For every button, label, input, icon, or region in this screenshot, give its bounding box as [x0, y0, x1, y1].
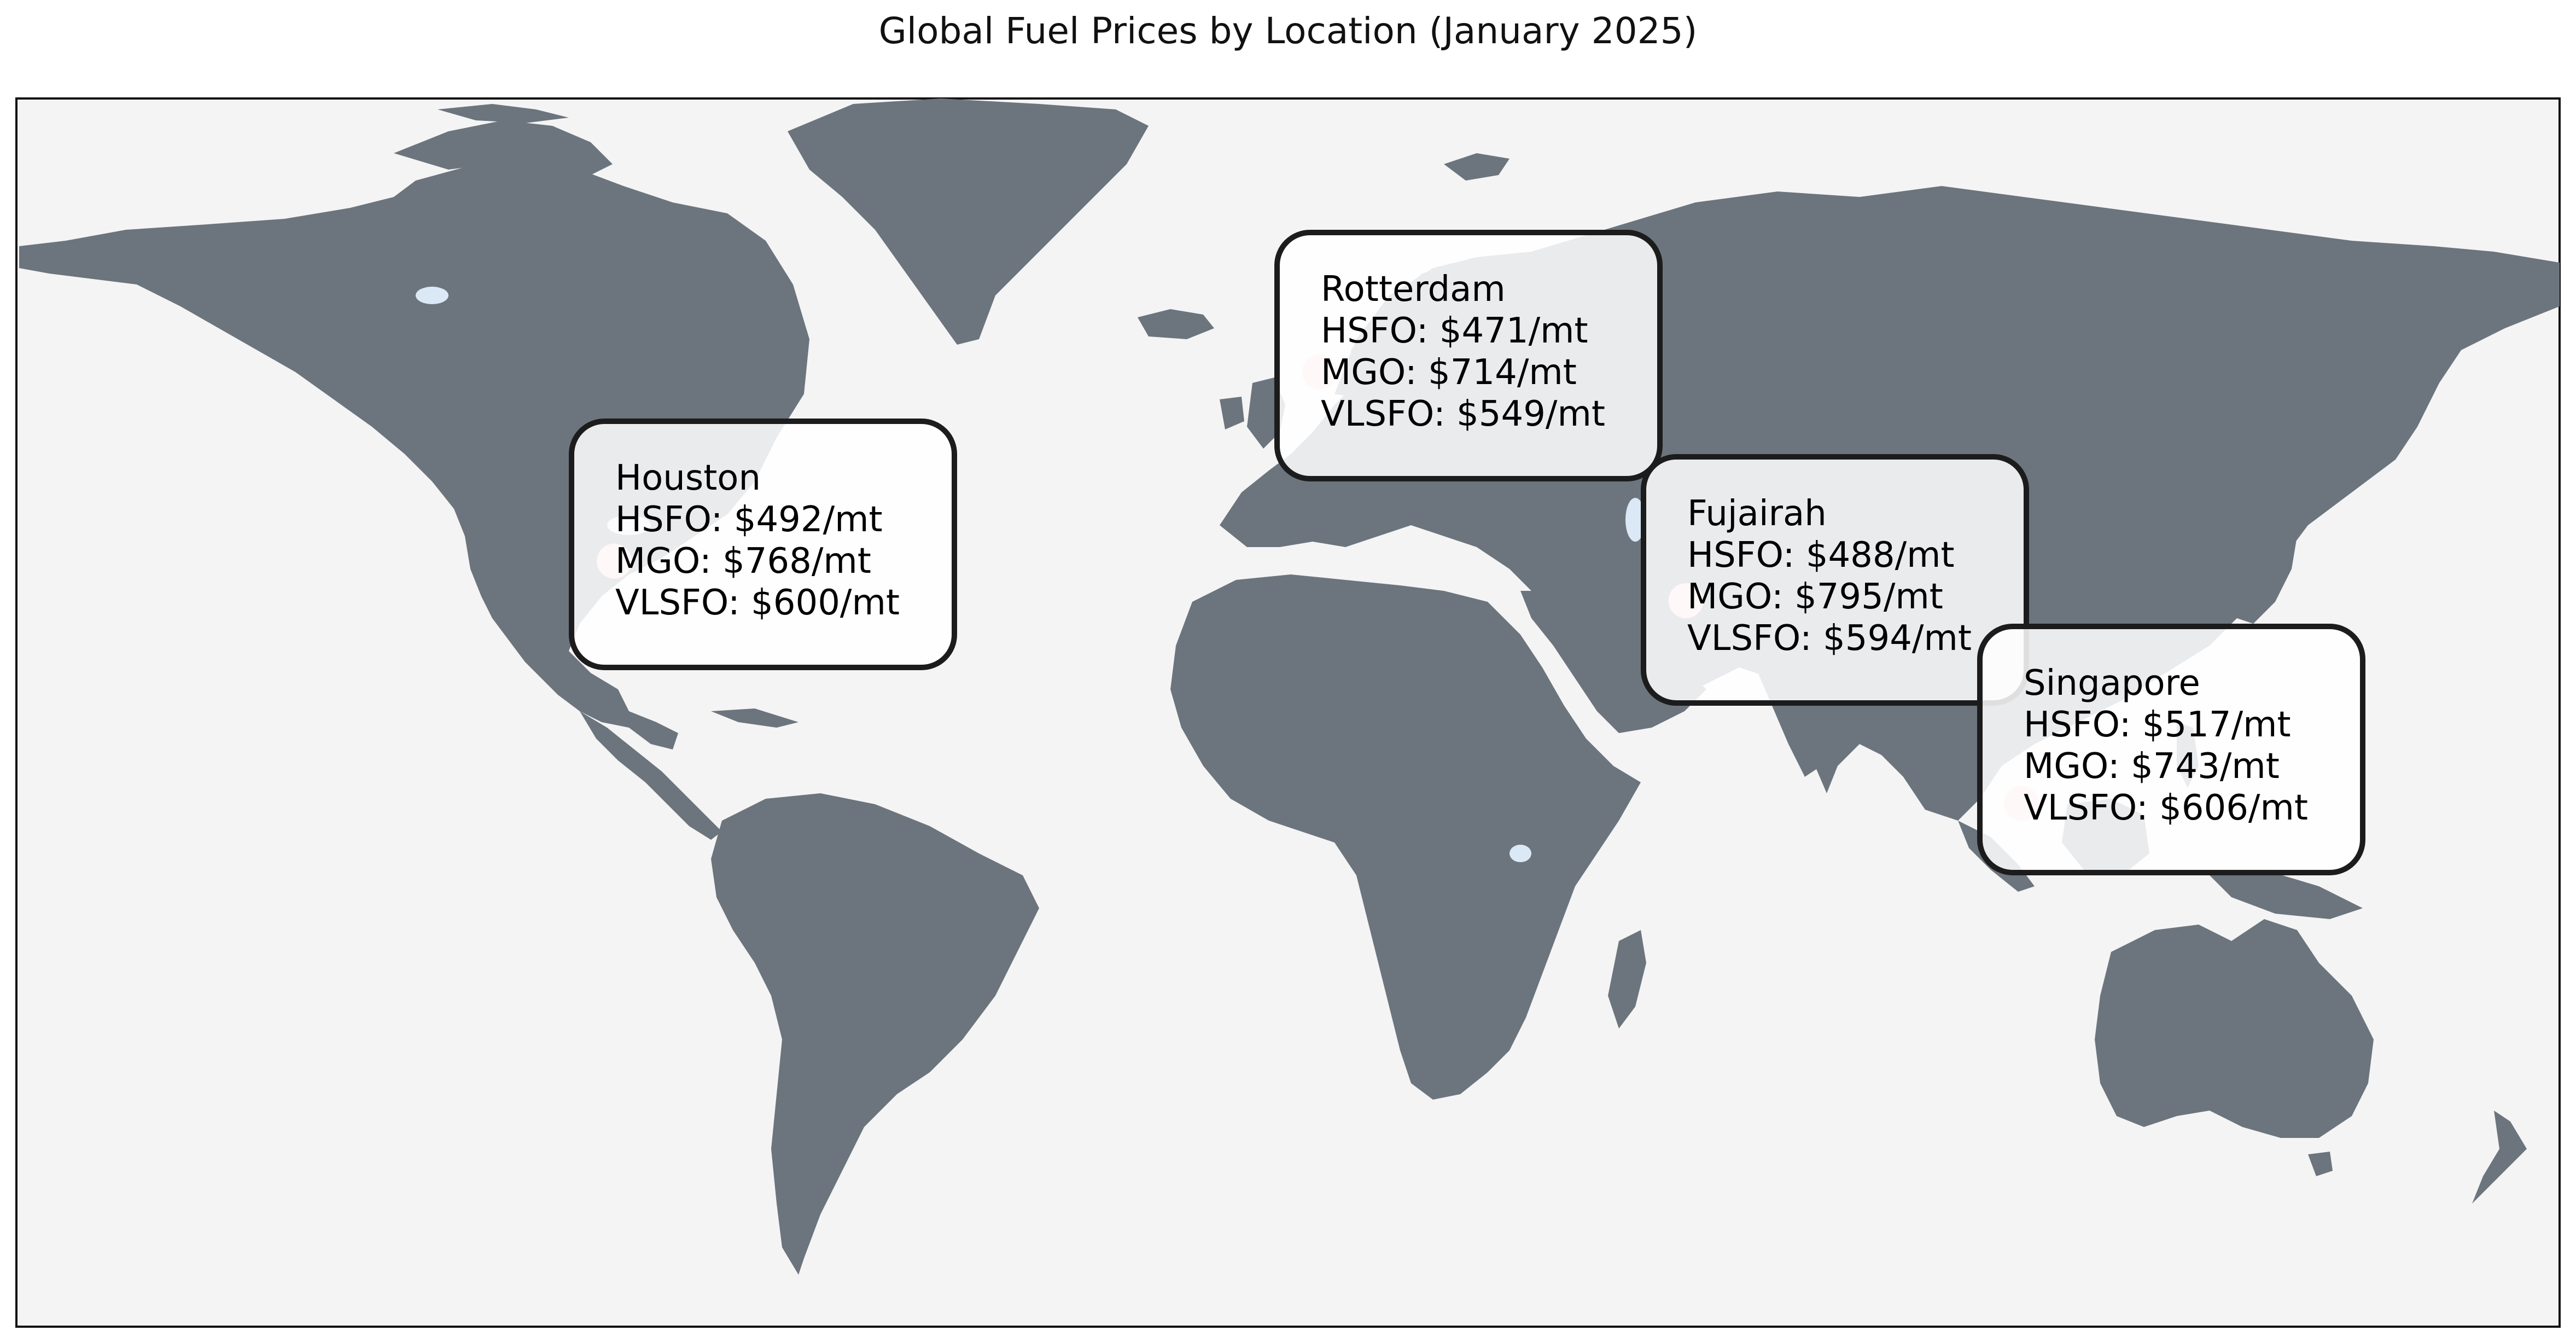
land-central-america — [580, 711, 722, 840]
callout-location-name: Singapore — [2024, 663, 2200, 704]
lake-great-bear — [416, 287, 448, 304]
map-title: Global Fuel Prices by Location (January … — [878, 10, 1698, 52]
land-greenland — [788, 98, 1149, 345]
land-africa — [1170, 574, 1641, 1100]
callout-price-line: VLSFO: $606/mt — [2024, 788, 2308, 828]
callout-box — [1274, 230, 1663, 481]
land-north-america — [19, 164, 809, 750]
callout-location-name: Fujairah — [1687, 493, 1827, 534]
callout-price-line: HSFO: $488/mt — [1687, 535, 1955, 576]
land-arctic-islands-north — [438, 104, 569, 123]
callout-price-line: MGO: $768/mt — [615, 541, 871, 582]
lake-victoria — [1510, 845, 1531, 862]
callout-price-line: HSFO: $517/mt — [2024, 705, 2291, 745]
land-cuba — [711, 708, 799, 728]
lake-caspian — [1625, 498, 1645, 542]
callout-price-line: MGO: $714/mt — [1321, 352, 1577, 393]
callout-price-line: VLSFO: $549/mt — [1321, 394, 1605, 434]
land-ireland — [1220, 397, 1244, 429]
callout-price-line: VLSFO: $600/mt — [615, 583, 900, 623]
callout-price-line: VLSFO: $594/mt — [1687, 618, 1972, 659]
land-japan — [2237, 514, 2297, 624]
land-new-guinea — [2210, 870, 2363, 919]
callout-price-line: HSFO: $492/mt — [615, 499, 883, 540]
callout-box — [1641, 454, 2029, 706]
callout-box — [569, 419, 957, 670]
land-svalbard — [1444, 153, 1510, 181]
land-tasmania — [2308, 1152, 2333, 1176]
callout-location-name: Houston — [615, 458, 761, 498]
callout-price-line: HSFO: $471/mt — [1321, 311, 1588, 351]
land-australia — [2095, 919, 2374, 1138]
callout-location-name: Rotterdam — [1321, 269, 1506, 310]
land-south-america — [711, 793, 1039, 1275]
callout-price-line: MGO: $743/mt — [2024, 746, 2280, 787]
land-arctic-islands — [394, 120, 613, 181]
land-iceland — [1138, 309, 1214, 339]
callout-box — [1977, 624, 2365, 875]
land-madagascar — [1608, 930, 1646, 1029]
land-new-zealand — [2472, 1111, 2527, 1204]
callout-price-line: MGO: $795/mt — [1687, 577, 1943, 617]
